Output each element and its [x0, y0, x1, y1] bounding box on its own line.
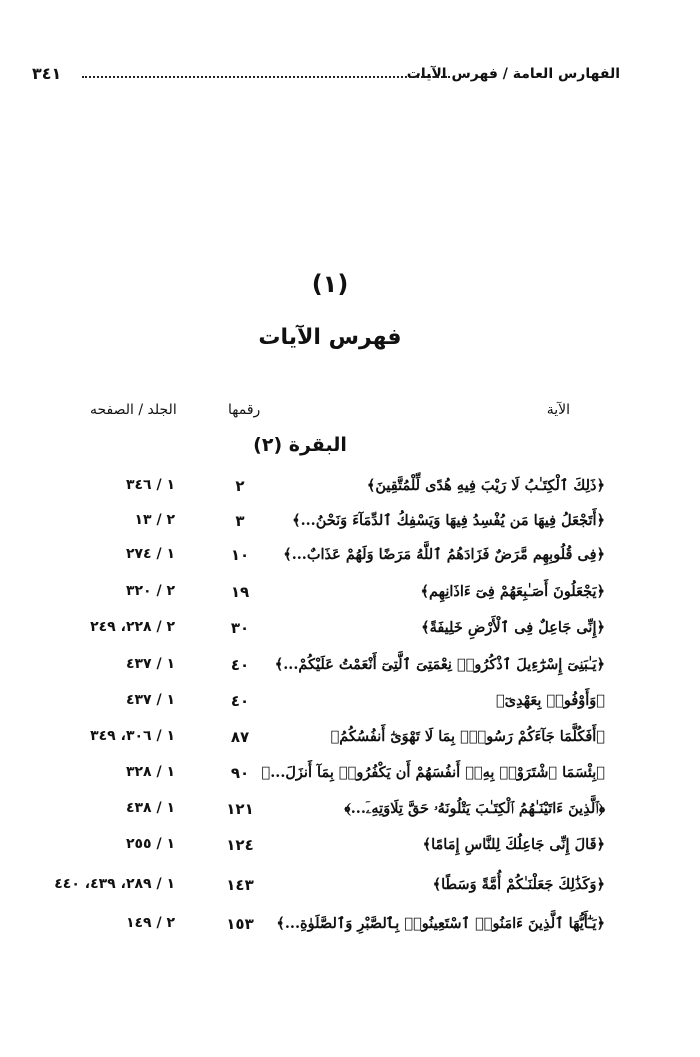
verse-number: ٣ [235, 512, 245, 530]
verse-text: ﴿فِى قُلُوبِهِم مَّرَضٌ فَزَادَهُمُ ٱللَ… [283, 546, 605, 563]
table-row: ﴿إِنِّى جَاعِلٌ فِى ٱلْأَرْضِ خَلِيفَةً﴾… [0, 619, 700, 649]
verse-number: ١٢١ [226, 800, 254, 818]
index-number: (١) [311, 270, 349, 298]
volume-page-ref: ٢ / ٣٢٠ [125, 583, 175, 599]
verse-text: ﴿يَجْعَلُونَ أَصَـٰبِعَهُمْ فِىٓ ءَاذَان… [420, 583, 605, 600]
table-row: ﴿يَجْعَلُونَ أَصَـٰبِعَهُمْ فِىٓ ءَاذَان… [0, 583, 700, 613]
table-row: ﴿أَتَجْعَلُ فِيهَا مَن يُفْسِدُ فِيهَا و… [0, 512, 700, 542]
verse-number: ١٤٣ [226, 876, 254, 894]
verse-text: ﴿بِئْسَمَا ٱشْتَرَوْا۟ بِهِۦٓ أَنفُسَهُم… [261, 764, 605, 781]
verse-number: ١٩ [230, 583, 250, 601]
verse-number: ٨٧ [230, 728, 250, 746]
volume-page-ref: ١ / ٢٧٤ [125, 546, 175, 562]
table-row: ﴿قَالَ إِنِّى جَاعِلُكَ لِلنَّاسِ إِمَام… [0, 836, 700, 866]
table-row: ﴿أَفَكُلَّمَا جَآءَكُمْ رَسُولٌۢ بِمَا ل… [0, 728, 700, 758]
verse-number: ٢ [235, 477, 245, 495]
column-header-volume-page: الجلد / الصفحه [90, 402, 177, 418]
verse-text: ﴿يَـٰبَنِىٓ إِسْرَٰٓءِيلَ ٱذْكُرُوا۟ نِع… [274, 656, 605, 673]
verse-text: ﴿ذَلِكَ ٱلْكِتَـٰبُ لَا رَيْبَ فِيهِ هُد… [366, 477, 605, 494]
index-title: فهرس الآيات [258, 325, 402, 350]
table-row: ﴿فِى قُلُوبِهِم مَّرَضٌ فَزَادَهُمُ ٱللَ… [0, 546, 700, 576]
volume-page-ref: ١ / ٢٨٩، ٤٣٩، ٤٤٠ [54, 876, 175, 892]
table-row: ﴿بِئْسَمَا ٱشْتَرَوْا۟ بِهِۦٓ أَنفُسَهُم… [0, 764, 700, 794]
table-row: ﴿ٱلَّذِينَ ءَاتَيْنَـٰهُمُ ٱلْكِتَـٰبَ ي… [0, 800, 700, 830]
volume-page-ref: ٢ / ٢٢٨، ٢٤٩ [90, 619, 175, 635]
column-header-verse: الآية [546, 402, 570, 418]
verse-number: ٩٠ [230, 764, 250, 782]
verse-text: ﴿وَكَذَٰلِكَ جَعَلْنَـٰكُمْ أُمَّةً وَسَ… [432, 876, 605, 893]
verse-number: ١٥٣ [226, 915, 254, 933]
volume-page-ref: ١ / ٤٣٧ [125, 692, 175, 708]
table-row: ﴿ذَلِكَ ٱلْكِتَـٰبُ لَا رَيْبَ فِيهِ هُد… [0, 477, 700, 507]
verse-text: ﴿قَالَ إِنِّى جَاعِلُكَ لِلنَّاسِ إِمَام… [422, 836, 605, 853]
verse-number: ١٢٤ [226, 836, 254, 854]
verse-text: ﴿أَفَكُلَّمَا جَآءَكُمْ رَسُولٌۢ بِمَا ل… [330, 728, 605, 745]
table-row: ﴿يَـٰبَنِىٓ إِسْرَٰٓءِيلَ ٱذْكُرُوا۟ نِع… [0, 656, 700, 686]
verse-text: ﴿ٱلَّذِينَ ءَاتَيْنَـٰهُمُ ٱلْكِتَـٰبَ ي… [344, 800, 605, 817]
volume-page-ref: ١ / ٣٤٦ [125, 477, 175, 493]
table-row: ﴿وَأَوْفُوا۟ بِعَهْدِىٓ﴾ ٤٠ ١ / ٤٣٧ [0, 692, 700, 722]
volume-page-ref: ١ / ٣٢٨ [125, 764, 175, 780]
volume-page-ref: ١ / ٤٣٨ [125, 800, 175, 816]
verse-text: ﴿وَأَوْفُوا۟ بِعَهْدِىٓ﴾ [496, 692, 605, 709]
verse-text: ﴿أَتَجْعَلُ فِيهَا مَن يُفْسِدُ فِيهَا و… [292, 512, 605, 529]
volume-page-ref: ١ / ٢٥٥ [125, 836, 175, 852]
volume-page-ref: ١ / ٤٣٧ [125, 656, 175, 672]
page-number: ٣٤١ [32, 64, 62, 83]
column-header-number: رقمها [228, 402, 261, 418]
table-row: ﴿يَـٰٓأَيُّهَا ٱلَّذِينَ ءَامَنُوا۟ ٱسْت… [0, 915, 700, 945]
header-title: الفهارس العامة / فهرس الآيات [406, 66, 620, 82]
volume-page-ref: ٢ / ١٣ [134, 512, 175, 528]
leader-dots [82, 76, 450, 78]
table-row: ﴿وَكَذَٰلِكَ جَعَلْنَـٰكُمْ أُمَّةً وَسَ… [0, 876, 700, 906]
verse-text: ﴿يَـٰٓأَيُّهَا ٱلَّذِينَ ءَامَنُوا۟ ٱسْت… [276, 915, 605, 932]
verse-number: ٤٠ [230, 656, 250, 674]
verse-number: ١٠ [230, 546, 250, 564]
volume-page-ref: ١ / ٣٠٦، ٣٤٩ [90, 728, 175, 744]
verse-number: ٤٠ [230, 692, 250, 710]
surah-heading: البقرة (٢) [253, 434, 347, 456]
running-header: الفهارس العامة / فهرس الآيات ٣٤١ [32, 64, 620, 88]
verse-number: ٣٠ [230, 619, 250, 637]
verse-text: ﴿إِنِّى جَاعِلٌ فِى ٱلْأَرْضِ خَلِيفَةً﴾ [421, 619, 605, 636]
volume-page-ref: ٢ / ١٤٩ [125, 915, 175, 931]
